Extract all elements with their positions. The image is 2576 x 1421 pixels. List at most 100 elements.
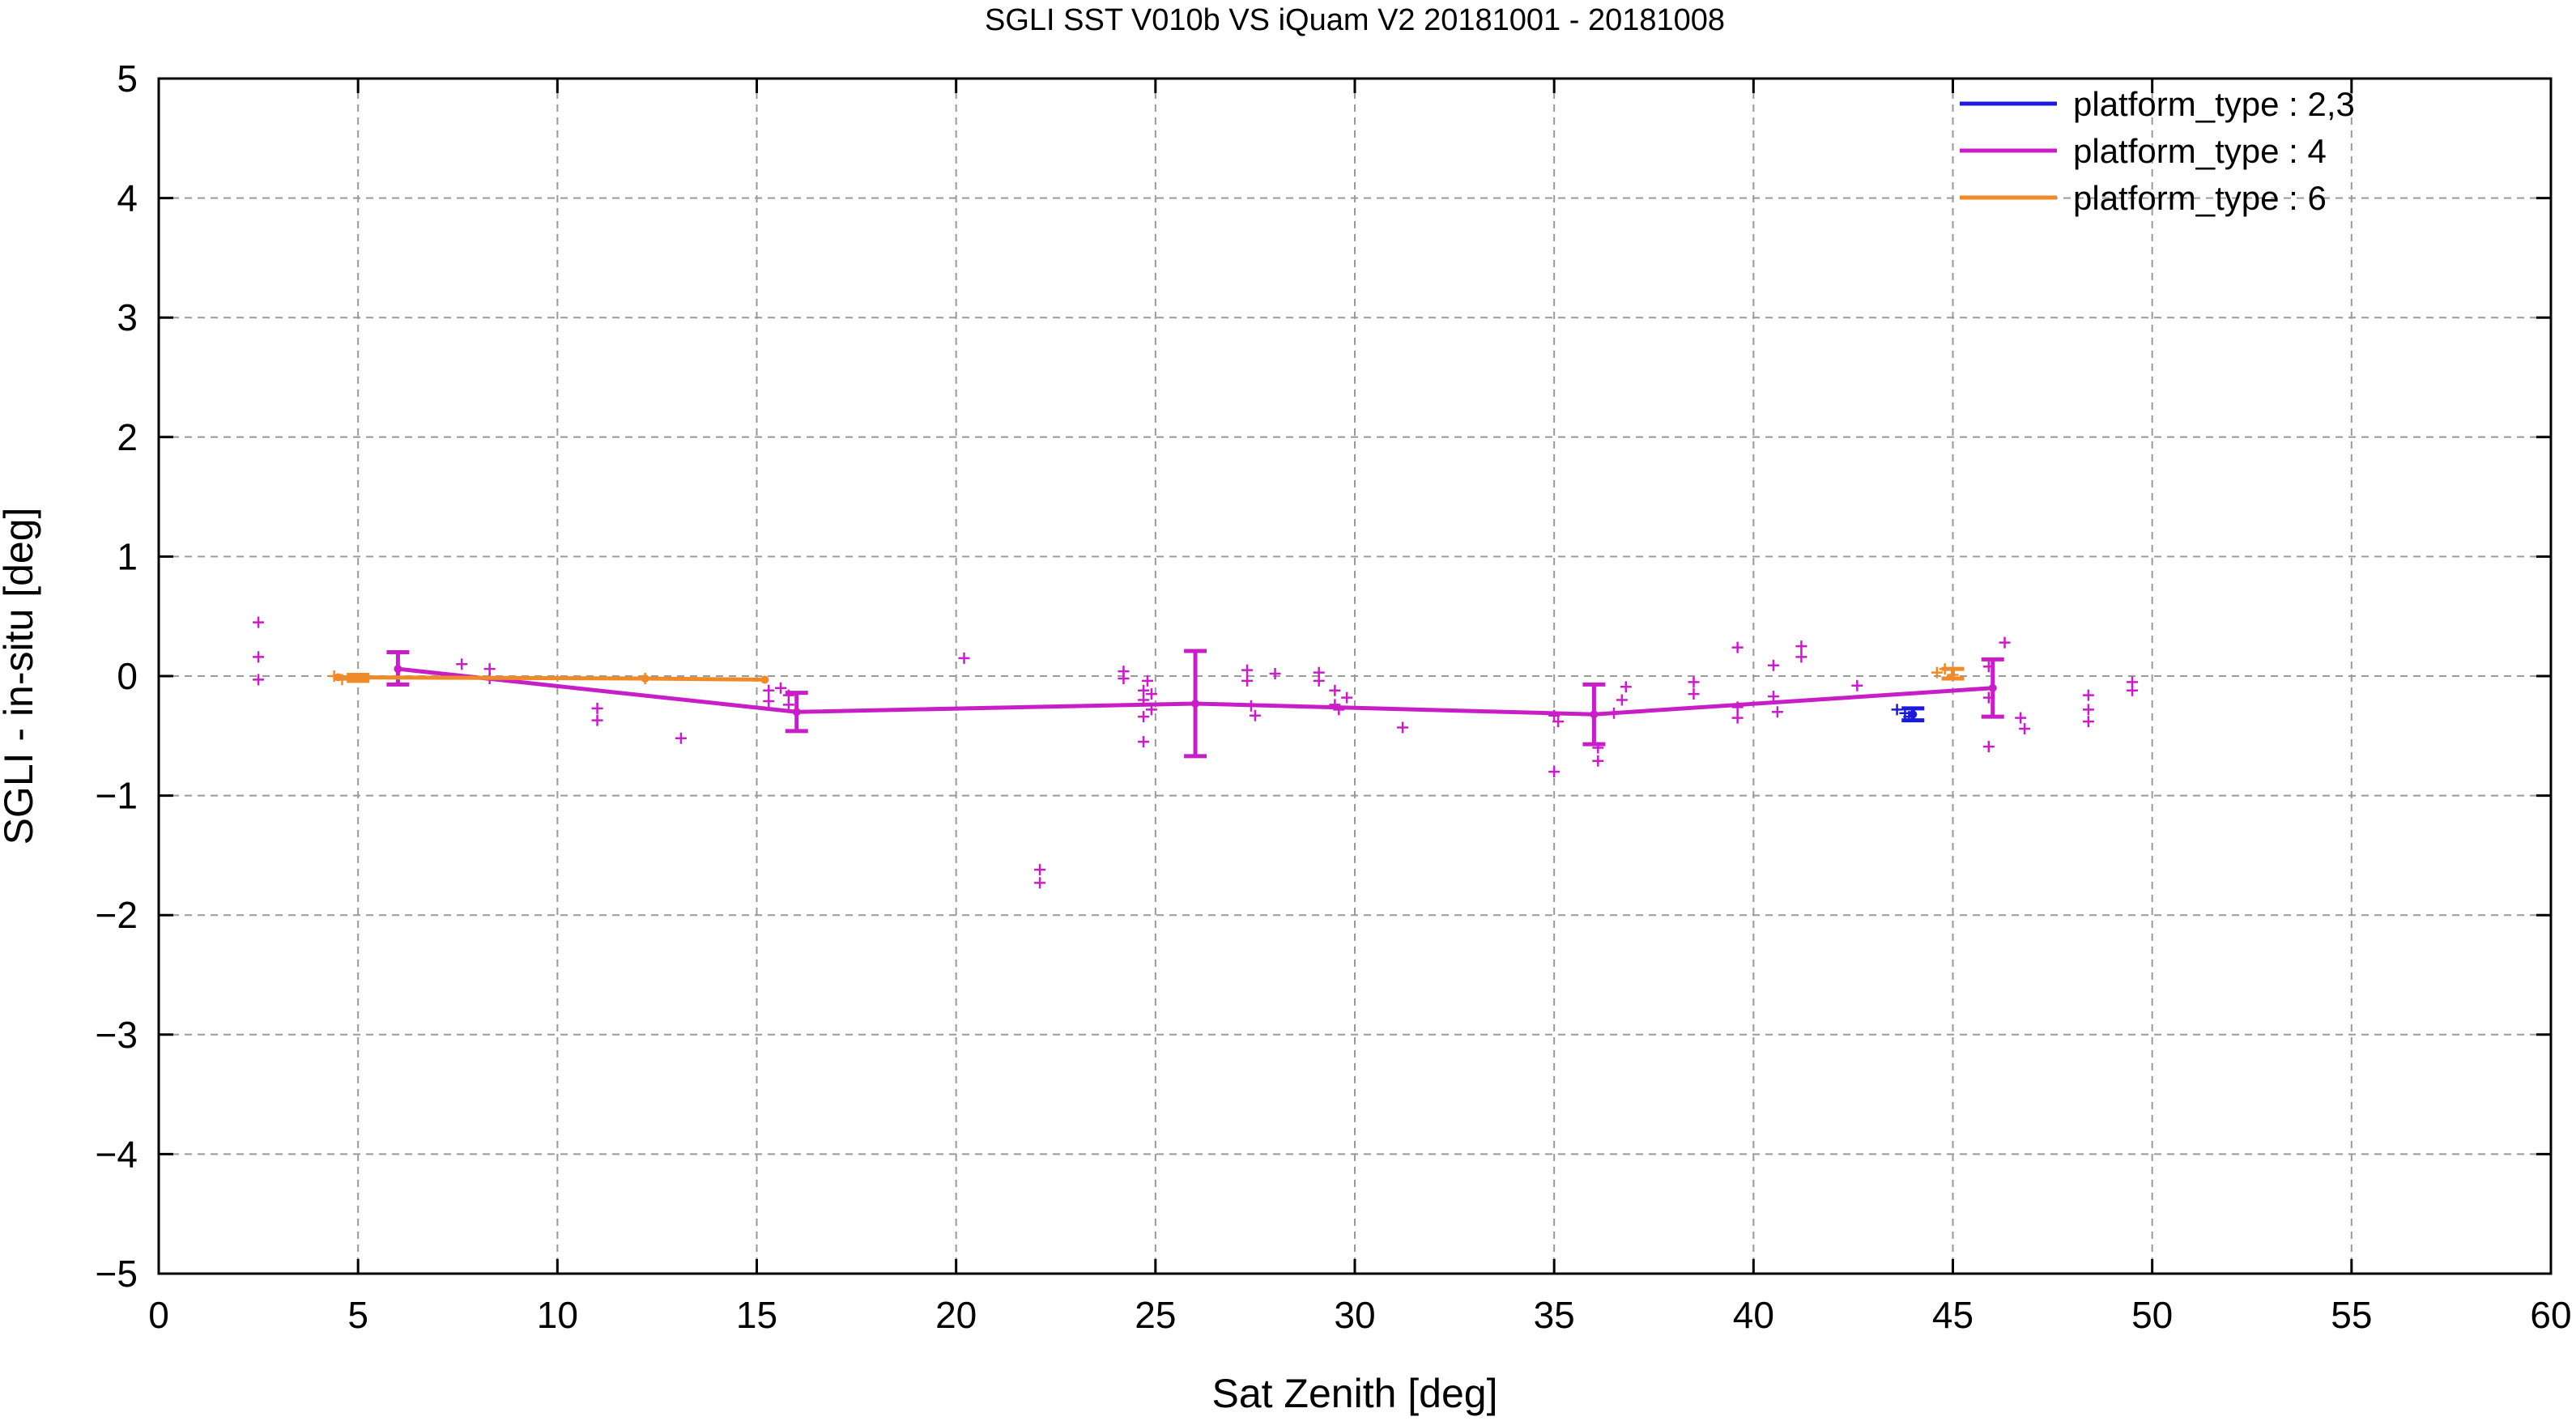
data-point — [1771, 706, 1783, 718]
x-tick-label: 45 — [1932, 1294, 1974, 1336]
data-point — [1851, 679, 1863, 691]
data-point — [483, 663, 496, 675]
data-point — [2082, 704, 2094, 716]
data-point — [253, 616, 265, 628]
data-point — [1795, 640, 1807, 653]
data-point — [1688, 676, 1700, 688]
data-point — [1329, 684, 1341, 696]
data-point — [2019, 722, 2031, 734]
legend-label: platform_type : 6 — [2073, 179, 2327, 217]
data-point — [1397, 721, 1409, 734]
y-tick-label: −5 — [96, 1253, 138, 1295]
series-1 — [1891, 704, 1925, 723]
data-point — [1269, 668, 1281, 680]
y-tick-label: 4 — [117, 177, 138, 219]
x-tick-label: 35 — [1534, 1294, 1575, 1336]
data-point — [253, 651, 265, 663]
grid — [159, 79, 2551, 1274]
y-tick-label: −1 — [96, 775, 138, 817]
mean-marker — [334, 673, 343, 682]
y-tick-label: −3 — [96, 1014, 138, 1056]
series-3 — [328, 663, 1965, 686]
data-point — [1313, 674, 1325, 687]
data-point — [1249, 709, 1261, 721]
mean-marker — [760, 675, 769, 684]
error-bar — [1981, 657, 2004, 719]
data-point — [1731, 641, 1744, 653]
data-point — [2082, 689, 2094, 701]
data-point — [763, 695, 775, 707]
data-point — [775, 682, 787, 694]
data-point — [1891, 704, 1903, 716]
y-tick-label: 5 — [117, 57, 138, 100]
data-point — [1616, 694, 1628, 706]
plot-area — [253, 616, 2139, 889]
data-point — [1931, 666, 1943, 679]
x-tick-label: 30 — [1334, 1294, 1375, 1336]
y-tick-label: 2 — [117, 416, 138, 458]
legend-label: platform_type : 2,3 — [2073, 85, 2355, 123]
data-point — [591, 702, 603, 714]
error-bar — [1941, 666, 1965, 681]
data-point — [958, 652, 970, 664]
x-tick-label: 25 — [1135, 1294, 1176, 1336]
data-point — [1552, 716, 1565, 728]
y-tick-label: −4 — [96, 1133, 138, 1175]
data-point — [1592, 755, 1604, 767]
data-point — [1118, 672, 1130, 684]
data-point — [1138, 736, 1150, 748]
data-point — [1145, 688, 1157, 700]
legend-label: platform_type : 4 — [2073, 132, 2327, 170]
chart-title: SGLI SST V010b VS iQuam V2 20181001 - 20… — [985, 3, 1725, 37]
error-bar — [1901, 706, 1925, 723]
y-tick-label: 0 — [117, 655, 138, 697]
data-point — [1731, 712, 1744, 724]
data-point — [782, 699, 794, 711]
data-point — [1999, 636, 2011, 649]
error-bar — [347, 673, 370, 683]
data-point — [1241, 674, 1254, 687]
x-tick-label: 40 — [1733, 1294, 1774, 1336]
data-point — [1548, 766, 1561, 778]
data-point — [1034, 864, 1046, 876]
x-tick-label: 0 — [148, 1294, 169, 1336]
data-point — [1620, 681, 1632, 693]
series-2 — [253, 616, 2139, 889]
data-point — [1767, 691, 1779, 703]
y-axis-label: SGLI - in-situ [deg] — [0, 508, 41, 845]
data-point — [456, 658, 468, 670]
data-point — [1795, 651, 1807, 663]
y-tick-label: −2 — [96, 894, 138, 936]
data-point — [2127, 684, 2139, 696]
y-tick-label: 1 — [117, 535, 138, 577]
x-tick-label: 5 — [347, 1294, 368, 1336]
x-tick-label: 50 — [2131, 1294, 2173, 1336]
y-tick-label: 3 — [117, 296, 138, 338]
mean-line — [338, 674, 765, 682]
data-point — [1982, 741, 1995, 753]
data-point — [675, 732, 687, 744]
x-tick-label: 20 — [935, 1294, 977, 1336]
legend: platform_type : 2,3 platform_type : 4 plat… — [1960, 85, 2355, 217]
error-bar — [1184, 649, 1207, 759]
data-point — [1034, 877, 1046, 889]
data-point — [2082, 716, 2094, 728]
data-point — [253, 674, 265, 686]
data-point — [2015, 712, 2027, 724]
x-axis-label: Sat Zenith [deg] — [1211, 1371, 1497, 1416]
error-bar — [785, 691, 808, 734]
data-point — [1138, 684, 1150, 696]
x-tick-label: 10 — [537, 1294, 578, 1336]
mean-marker — [641, 674, 649, 683]
data-point — [763, 684, 775, 696]
data-point — [1141, 674, 1153, 687]
data-point — [1241, 664, 1254, 676]
x-tick-label: 15 — [736, 1294, 777, 1336]
x-tick-label: 55 — [2331, 1294, 2372, 1336]
x-tick-label: 60 — [2530, 1294, 2571, 1336]
data-point — [591, 714, 603, 726]
data-point — [1688, 688, 1700, 700]
